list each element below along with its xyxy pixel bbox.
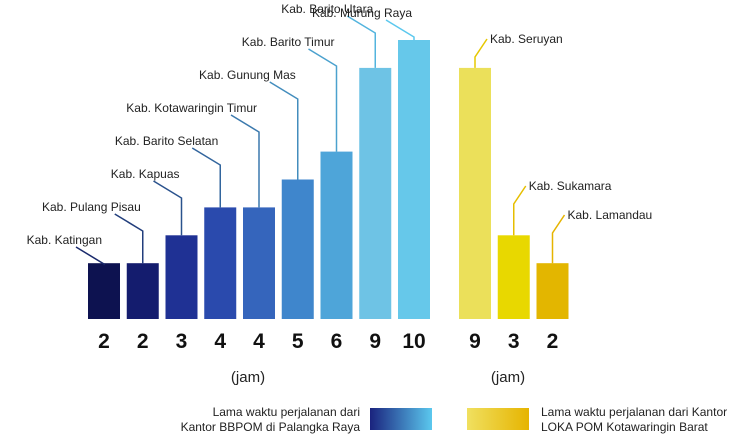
leader-line [513, 185, 527, 236]
bar-kab-sukamara [497, 235, 530, 319]
legend-text-line2: Kantor BBPOM di Palangka Raya [181, 420, 361, 434]
bar-kab-kapuas [165, 235, 198, 319]
value-label: 9 [469, 330, 481, 353]
leader-line [308, 48, 338, 152]
bar-kab-gunung-mas [281, 179, 314, 319]
bar-kab-kotawaringin-timur [243, 207, 275, 319]
category-label: Kab. Pulang Pisau [42, 200, 141, 214]
legend-text-line2: LOKA POM Kotawaringin Barat [541, 420, 708, 434]
category-label: Kab. Gunung Mas [199, 68, 296, 82]
value-label: 9 [369, 330, 381, 353]
leader-line [114, 213, 144, 264]
legend-swatch [370, 408, 432, 430]
value-label: 5 [292, 330, 304, 353]
leader-line [153, 180, 183, 236]
leader-line [269, 81, 299, 180]
category-label: Kab. Kotawaringin Timur [126, 101, 257, 115]
legend-text-line1: Lama waktu perjalanan dari [213, 405, 360, 419]
category-label: Kab. Seruyan [490, 32, 563, 46]
leader-line [551, 214, 566, 264]
leader-line [385, 19, 415, 40]
category-label: Kab. Murung Raya [312, 6, 412, 20]
bar-kab-seruyan [459, 67, 491, 320]
category-label: Kab. Lamandau [568, 208, 653, 222]
category-label: Kab. Kapuas [111, 167, 180, 181]
value-label: 10 [402, 330, 425, 353]
value-label: 2 [137, 330, 149, 353]
bar-kab-barito-selatan [204, 207, 237, 319]
unit-label: (jam) [491, 369, 525, 386]
value-label: 4 [253, 330, 265, 353]
leader-line [191, 147, 221, 208]
legend-swatch [467, 408, 529, 430]
bar-kab-katingan [88, 263, 120, 319]
leader-line [474, 38, 488, 68]
value-label: 3 [508, 330, 520, 353]
leader-line [75, 246, 105, 266]
bar-kab-barito-utara [359, 67, 392, 320]
value-label: 3 [176, 330, 188, 353]
unit-label: (jam) [231, 369, 265, 386]
value-label: 4 [214, 330, 226, 353]
category-label: Kab. Katingan [27, 233, 102, 247]
value-label: 2 [98, 330, 110, 353]
leader-line [346, 15, 376, 68]
category-label: Kab. Barito Utara [281, 2, 373, 16]
category-label: Kab. Barito Timur [242, 35, 335, 49]
bar-kab-lamandau [536, 263, 569, 319]
value-label: 6 [331, 330, 343, 353]
category-label: Kab. Sukamara [529, 179, 612, 193]
legend-text-line1: Lama waktu perjalanan dari Kantor [541, 405, 727, 419]
value-label: 2 [547, 330, 559, 353]
bar-kab-barito-timur [320, 151, 353, 319]
leader-line [230, 114, 260, 208]
bar-kab-murung-raya [398, 40, 430, 319]
category-label: Kab. Barito Selatan [115, 134, 218, 148]
bar-kab-pulang-pisau [126, 263, 159, 319]
